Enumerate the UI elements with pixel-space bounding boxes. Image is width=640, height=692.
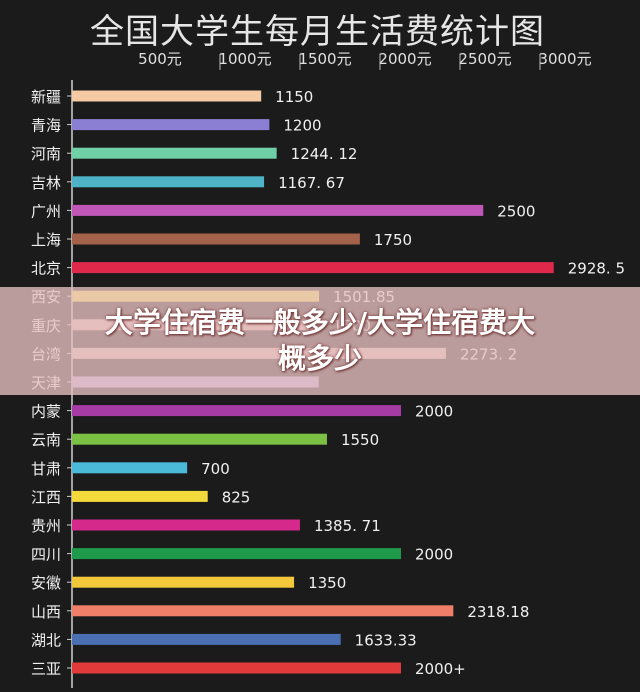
- bar: [72, 462, 188, 474]
- bar: [72, 576, 295, 588]
- bar: [72, 519, 300, 531]
- bar-value-label: 1244. 12: [291, 145, 358, 163]
- overlay-caption-line-1: 大学住宿费一般多少/大学住宿费大: [104, 306, 536, 339]
- bar: [72, 204, 484, 216]
- bar: [72, 548, 401, 560]
- bar-value-label: 825: [222, 488, 251, 506]
- bar-value-label: 2318.18: [467, 603, 529, 621]
- overlay-caption-line-2: 概多少: [277, 342, 362, 375]
- bar: [72, 433, 327, 445]
- bar-value-label: 1750: [374, 231, 412, 249]
- bar: [72, 176, 265, 188]
- overlay-caption: 大学住宿费一般多少/大学住宿费大 概多少: [40, 305, 600, 377]
- overlay-banner: [0, 287, 640, 395]
- category-label: 吉林: [31, 174, 61, 192]
- bar: [72, 119, 270, 131]
- bar-value-label: 1385. 71: [314, 517, 381, 535]
- bar: [72, 490, 208, 502]
- bar: [72, 90, 262, 102]
- bar-value-label: 1350: [308, 574, 346, 592]
- x-tick-label: 2500元: [458, 50, 511, 68]
- x-tick-label: 2000元: [378, 50, 431, 68]
- bar-value-label: 2928. 5: [568, 260, 625, 278]
- category-label: 四川: [31, 546, 61, 564]
- category-label: 山西: [31, 603, 61, 621]
- category-label: 湖北: [31, 631, 61, 649]
- bar-value-label: 2000: [415, 546, 453, 564]
- category-label: 云南: [31, 431, 61, 449]
- bar-value-label: 2000+: [415, 660, 466, 678]
- bar: [72, 233, 360, 245]
- x-tick-label: 1000元: [218, 50, 271, 68]
- category-label: 内蒙: [31, 403, 61, 421]
- category-label: 北京: [31, 260, 61, 278]
- category-label: 贵州: [31, 517, 61, 535]
- bar-value-label: 2000: [415, 403, 453, 421]
- bar: [72, 633, 341, 645]
- chart-title: 全国大学生每月生活费统计图: [90, 12, 545, 52]
- category-label: 青海: [31, 117, 61, 135]
- category-label: 安徽: [31, 574, 61, 592]
- bar-value-label: 1550: [341, 431, 379, 449]
- category-label: 上海: [31, 231, 61, 249]
- category-label: 江西: [31, 488, 61, 506]
- category-label: 河南: [31, 145, 61, 163]
- bar-value-label: 1150: [275, 88, 313, 106]
- bar: [72, 262, 554, 274]
- bar-value-label: 1633.33: [355, 631, 417, 649]
- bar: [72, 605, 454, 617]
- x-tick-label: 500元: [138, 50, 182, 68]
- bar: [72, 147, 277, 159]
- bar: [72, 662, 401, 674]
- x-tick-label: 3000元: [538, 50, 591, 68]
- bar-value-label: 2500: [497, 202, 535, 220]
- bar-value-label: 700: [201, 460, 230, 478]
- category-label: 新疆: [31, 88, 61, 106]
- category-label: 广州: [31, 202, 61, 220]
- bar-value-label: 1200: [283, 117, 321, 135]
- category-label: 三亚: [31, 660, 61, 678]
- x-tick-label: 1500元: [298, 50, 351, 68]
- category-label: 甘肃: [31, 460, 61, 478]
- bar: [72, 405, 401, 417]
- bar-value-label: 1167. 67: [278, 174, 345, 192]
